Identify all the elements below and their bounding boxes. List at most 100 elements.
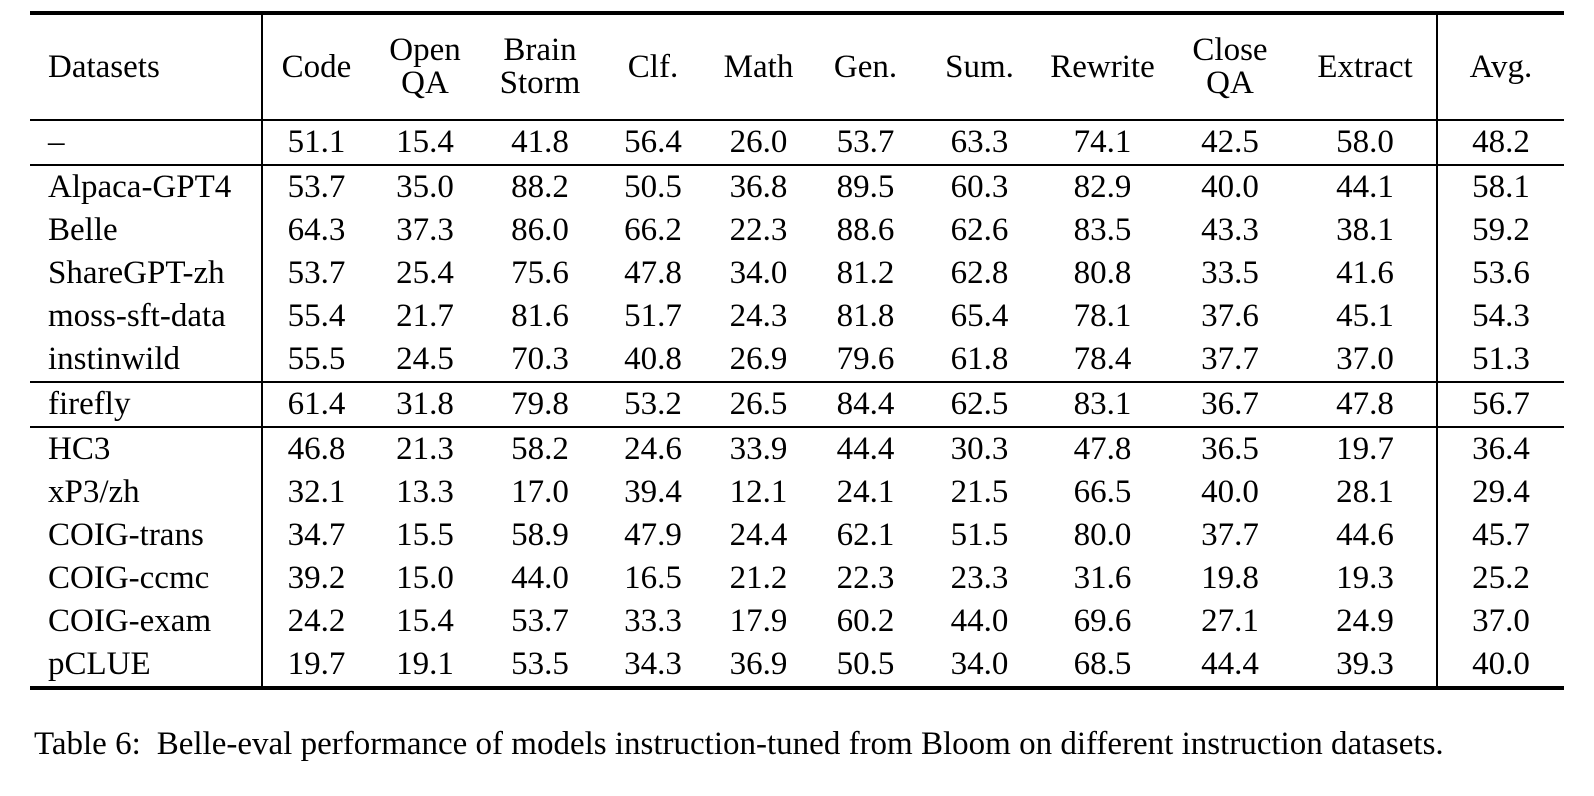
value-cell: 40.0 bbox=[1201, 474, 1259, 510]
header-row: Datasets Code Open QA Brain Storm Clf. Math Ge… bbox=[30, 13, 1564, 120]
value-cell: 79.8 bbox=[511, 386, 569, 422]
table-row: xP3/zh 32.1 13.3 17.0 39.4 12.1 24.1 21.5 66.5 40… bbox=[30, 471, 1564, 514]
value-cell: 81.2 bbox=[836, 255, 895, 291]
value-cell: 47.8 bbox=[1073, 431, 1132, 467]
value-cell: 33.5 bbox=[1201, 255, 1259, 291]
value-cell: 88.2 bbox=[511, 169, 569, 205]
value-cell: 53.6 bbox=[1436, 252, 1564, 295]
value-cell: 58.0 bbox=[1336, 124, 1394, 160]
value-cell: 62.1 bbox=[836, 517, 895, 553]
value-cell: 16.5 bbox=[624, 560, 682, 596]
table-row: Belle 64.3 37.3 86.0 66.2 22.3 88.6 62.6 83.5 43.… bbox=[30, 209, 1564, 252]
value-cell: 78.4 bbox=[1073, 341, 1132, 377]
table-row: moss-sft-data 55.4 21.7 81.6 51.7 24.3 81.8 65.… bbox=[30, 295, 1564, 338]
value-cell: 89.5 bbox=[836, 169, 895, 205]
value-cell: 50.5 bbox=[624, 169, 682, 205]
dataset-name-cell: COIG-ccmc bbox=[30, 557, 263, 600]
value-cell: 58.9 bbox=[511, 517, 569, 553]
value-cell: 83.5 bbox=[1073, 212, 1132, 248]
value-cell: 39.2 bbox=[287, 560, 346, 596]
value-cell: 44.0 bbox=[511, 560, 569, 596]
table-row: –51.1 15.4 41.8 56.4 26.0 53.7 63.3 74.1 42.5 58.… bbox=[30, 120, 1564, 165]
dataset-name-cell: Alpaca-GPT4 bbox=[30, 165, 263, 209]
value-cell: 64.3 bbox=[287, 212, 346, 248]
value-cell: 37.7 bbox=[1201, 341, 1259, 377]
value-cell: 51.5 bbox=[950, 517, 1009, 553]
table-header: Datasets Code Open QA Brain Storm Clf. Math Ge… bbox=[30, 13, 1564, 120]
value-cell: 65.4 bbox=[950, 298, 1009, 334]
row-group-0: –51.1 15.4 41.8 56.4 26.0 53.7 63.3 74.1 42.5 58.… bbox=[30, 120, 1564, 165]
value-cell: 37.0 bbox=[1436, 600, 1564, 643]
dataset-name-cell: COIG-exam bbox=[30, 600, 263, 643]
value-cell: 56.4 bbox=[624, 124, 682, 160]
value-cell: 37.7 bbox=[1201, 517, 1259, 553]
value-cell: 79.6 bbox=[836, 341, 895, 377]
value-cell: 43.3 bbox=[1201, 212, 1259, 248]
table-row: HC3 46.8 21.3 58.2 24.6 33.9 44.4 30.3 47.8 36.5 1… bbox=[30, 427, 1564, 471]
value-cell: 82.9 bbox=[1073, 169, 1132, 205]
value-cell: 33.3 bbox=[624, 603, 682, 639]
value-cell: 12.1 bbox=[729, 474, 788, 510]
value-cell: 81.6 bbox=[511, 298, 569, 334]
value-cell: 39.3 bbox=[1336, 646, 1394, 682]
value-cell: 58.2 bbox=[511, 431, 569, 467]
dataset-name-cell: ShareGPT-zh bbox=[30, 252, 263, 295]
table-row: COIG-trans 34.7 15.5 58.9 47.9 24.4 62.1 51.5 80… bbox=[30, 514, 1564, 557]
value-cell: 47.9 bbox=[624, 517, 682, 553]
value-cell: 41.8 bbox=[511, 124, 569, 160]
value-cell: 34.0 bbox=[950, 646, 1009, 682]
value-cell: 78.1 bbox=[1073, 298, 1132, 334]
value-cell: 40.8 bbox=[624, 341, 682, 377]
value-cell: 29.4 bbox=[1436, 471, 1564, 514]
dataset-name-cell: Belle bbox=[30, 209, 263, 252]
value-cell: 24.3 bbox=[729, 298, 788, 334]
dataset-name-cell: COIG-trans bbox=[30, 514, 263, 557]
column-header: Brain Storm bbox=[499, 32, 581, 101]
value-cell: 19.7 bbox=[1336, 431, 1394, 467]
value-cell: 36.9 bbox=[729, 646, 788, 682]
value-cell: 21.3 bbox=[396, 431, 454, 467]
value-cell: 70.3 bbox=[511, 341, 569, 377]
value-cell: 19.1 bbox=[396, 646, 454, 682]
value-cell: 38.1 bbox=[1336, 212, 1394, 248]
value-cell: 36.5 bbox=[1201, 431, 1259, 467]
value-cell: 13.3 bbox=[396, 474, 454, 510]
value-cell: 66.5 bbox=[1073, 474, 1132, 510]
value-cell: 21.5 bbox=[950, 474, 1009, 510]
value-cell: 50.5 bbox=[836, 646, 895, 682]
value-cell: 15.4 bbox=[396, 603, 454, 639]
value-cell: 53.7 bbox=[511, 603, 569, 639]
value-cell: 80.8 bbox=[1073, 255, 1132, 291]
value-cell: 53.7 bbox=[836, 124, 895, 160]
value-cell: 24.6 bbox=[624, 431, 682, 467]
value-cell: 24.5 bbox=[396, 341, 454, 377]
value-cell: 41.6 bbox=[1336, 255, 1394, 291]
value-cell: 47.8 bbox=[1336, 386, 1394, 422]
value-cell: 60.2 bbox=[836, 603, 895, 639]
column-header: Code bbox=[281, 48, 352, 85]
value-cell: 45.7 bbox=[1436, 514, 1564, 557]
value-cell: 53.5 bbox=[511, 646, 569, 682]
value-cell: 46.8 bbox=[287, 431, 346, 467]
value-cell: 51.7 bbox=[624, 298, 682, 334]
value-cell: 44.1 bbox=[1336, 169, 1394, 205]
table-row: Alpaca-GPT4 53.7 35.0 88.2 50.5 36.8 89.5 60.3 8… bbox=[30, 165, 1564, 209]
value-cell: 37.6 bbox=[1201, 298, 1259, 334]
column-header: Math bbox=[723, 48, 794, 85]
value-cell: 47.8 bbox=[624, 255, 682, 291]
value-cell: 86.0 bbox=[511, 212, 569, 248]
value-cell: 84.4 bbox=[836, 386, 895, 422]
column-header: Close QA bbox=[1192, 32, 1268, 101]
value-cell: 21.7 bbox=[396, 298, 454, 334]
value-cell: 24.9 bbox=[1336, 603, 1394, 639]
value-cell: 62.5 bbox=[950, 386, 1009, 422]
value-cell: 34.3 bbox=[624, 646, 682, 682]
value-cell: 55.5 bbox=[287, 341, 346, 377]
value-cell: 36.4 bbox=[1436, 427, 1564, 471]
value-cell: 36.8 bbox=[729, 169, 788, 205]
value-cell: 37.0 bbox=[1336, 341, 1394, 377]
value-cell: 22.3 bbox=[836, 560, 895, 596]
row-group-3: HC3 46.8 21.3 58.2 24.6 33.9 44.4 30.3 47.8 36.5 1… bbox=[30, 427, 1564, 688]
value-cell: 75.6 bbox=[511, 255, 569, 291]
table-caption: Table 6: Belle-eval performance of models… bbox=[34, 726, 1564, 763]
